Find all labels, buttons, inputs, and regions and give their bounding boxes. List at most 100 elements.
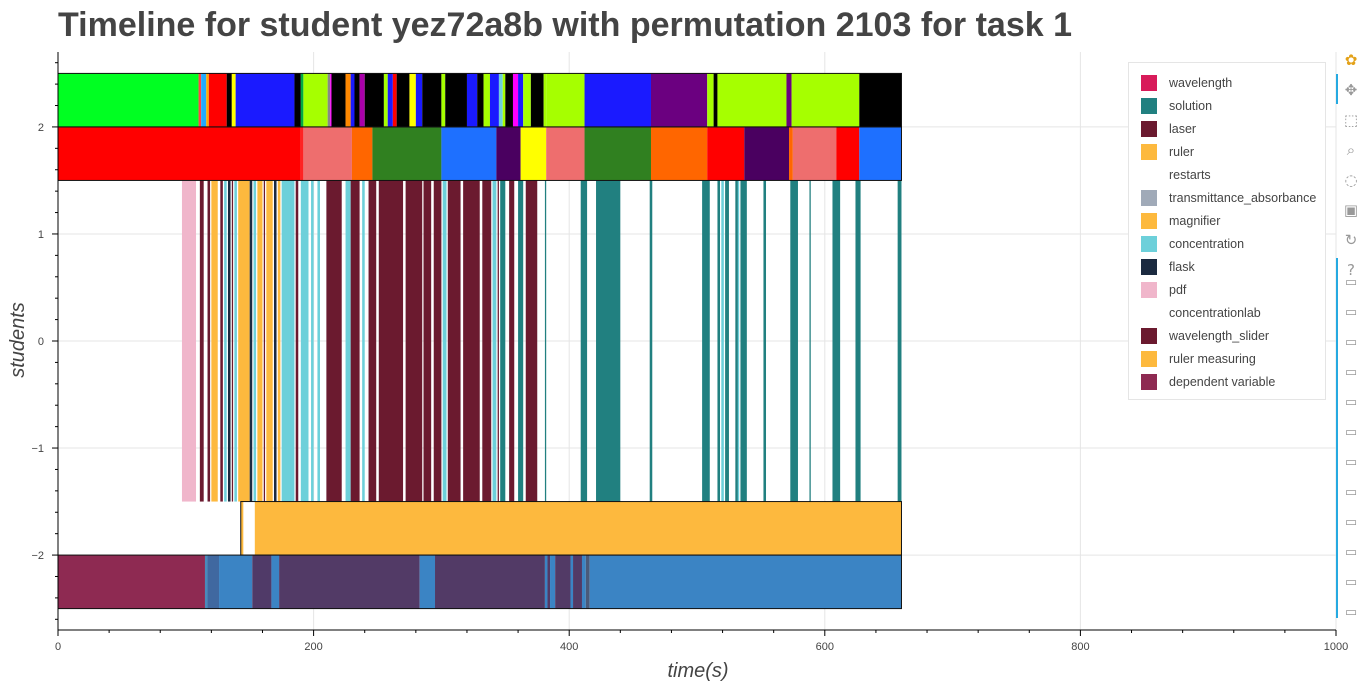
hover-icon[interactable]: ▭ xyxy=(1344,364,1358,380)
segment-r2-36[interactable] xyxy=(497,180,499,502)
segment-r2-35[interactable] xyxy=(492,180,497,502)
segment-r1-9[interactable] xyxy=(584,126,651,181)
segment-r2-11[interactable] xyxy=(253,180,257,502)
legend-item-9[interactable]: pdf xyxy=(1129,278,1325,301)
segment-r1-8[interactable] xyxy=(546,126,585,181)
segment-r0-8[interactable] xyxy=(294,73,301,127)
segment-r2-49[interactable] xyxy=(735,180,738,502)
segment-r0-36[interactable] xyxy=(518,73,524,127)
segment-r2-54[interactable] xyxy=(809,180,811,502)
segment-r0-28[interactable] xyxy=(466,73,478,127)
segment-r0-46[interactable] xyxy=(786,73,792,127)
segment-r2-30[interactable] xyxy=(433,180,442,502)
segment-r2-46[interactable] xyxy=(717,180,721,502)
segment-r2-56[interactable] xyxy=(855,180,861,502)
segment-r0-17[interactable] xyxy=(359,73,365,127)
segment-r0-33[interactable] xyxy=(502,73,506,127)
segment-r1-4[interactable] xyxy=(372,126,442,181)
segment-r4-11[interactable] xyxy=(550,555,556,609)
segment-r0-2[interactable] xyxy=(201,73,207,127)
segment-r2-52[interactable] xyxy=(763,180,767,502)
segment-r4-12[interactable] xyxy=(555,555,571,609)
segment-r0-6[interactable] xyxy=(231,73,236,127)
segment-r0-15[interactable] xyxy=(350,73,355,127)
segment-r2-24[interactable] xyxy=(350,180,360,502)
hover-icon[interactable]: ▭ xyxy=(1344,394,1358,410)
segment-r0-45[interactable] xyxy=(717,73,787,127)
legend-item-6[interactable]: magnifier xyxy=(1129,209,1325,232)
segment-r2-44[interactable] xyxy=(649,180,653,502)
hover-icon[interactable]: ▭ xyxy=(1344,304,1358,320)
segment-r0-24[interactable] xyxy=(415,73,423,127)
segment-r1-13[interactable] xyxy=(789,126,793,181)
segment-r2-9[interactable] xyxy=(238,180,250,502)
segment-r0-16[interactable] xyxy=(354,73,360,127)
segment-r2-38[interactable] xyxy=(509,180,515,502)
segment-r2-41[interactable] xyxy=(544,180,547,502)
segment-r2-22[interactable] xyxy=(326,180,342,502)
legend-item-3[interactable]: ruler xyxy=(1129,140,1325,163)
segment-r0-13[interactable] xyxy=(331,73,346,127)
segment-r2-31[interactable] xyxy=(442,180,447,502)
segment-r2-7[interactable] xyxy=(231,180,234,502)
segment-r0-7[interactable] xyxy=(235,73,295,127)
segment-r1-11[interactable] xyxy=(707,126,745,181)
segment-r4-14[interactable] xyxy=(573,555,582,609)
segment-r0-37[interactable] xyxy=(523,73,531,127)
segment-r2-23[interactable] xyxy=(345,180,351,502)
hover-icon[interactable]: ▭ xyxy=(1344,454,1358,470)
segment-r0-9[interactable] xyxy=(300,73,304,127)
segment-r0-27[interactable] xyxy=(445,73,467,127)
segment-r2-28[interactable] xyxy=(405,180,423,502)
segment-r3-0[interactable] xyxy=(240,501,244,556)
segment-r2-50[interactable] xyxy=(737,180,740,502)
segment-r4-7[interactable] xyxy=(419,555,436,609)
segment-r2-14[interactable] xyxy=(266,180,273,502)
reset-icon[interactable]: ↻ xyxy=(1344,231,1358,249)
segment-r0-22[interactable] xyxy=(396,73,410,127)
segment-r0-0[interactable] xyxy=(58,73,199,127)
hover-icon[interactable]: ▭ xyxy=(1344,334,1358,350)
segment-r4-2[interactable] xyxy=(207,555,220,609)
legend-item-10[interactable]: concentrationlab xyxy=(1129,301,1325,324)
legend-item-12[interactable]: ruler measuring xyxy=(1129,347,1325,370)
segment-r2-43[interactable] xyxy=(596,180,621,502)
segment-r0-38[interactable] xyxy=(530,73,544,127)
segment-r1-5[interactable] xyxy=(441,126,497,181)
pan-icon[interactable]: ✥ xyxy=(1344,81,1358,99)
segment-r2-48[interactable] xyxy=(725,180,729,502)
hover-icon[interactable]: ▭ xyxy=(1344,574,1358,590)
segment-r0-11[interactable] xyxy=(327,73,331,127)
segment-r2-53[interactable] xyxy=(790,180,798,502)
segment-r2-18[interactable] xyxy=(295,180,299,502)
segment-r4-0[interactable] xyxy=(58,555,205,609)
segment-r0-19[interactable] xyxy=(383,73,388,127)
segment-r2-3[interactable] xyxy=(211,180,218,502)
segment-r0-5[interactable] xyxy=(226,73,232,127)
segment-r2-39[interactable] xyxy=(518,180,524,502)
segment-r1-14[interactable] xyxy=(792,126,837,181)
segment-r0-30[interactable] xyxy=(483,73,490,127)
segment-r4-3[interactable] xyxy=(219,555,253,609)
legend-item-0[interactable]: wavelength xyxy=(1129,71,1325,94)
lasso-select-icon[interactable]: ◌ xyxy=(1344,171,1358,189)
segment-r2-27[interactable] xyxy=(378,180,404,502)
segment-r2-19[interactable] xyxy=(300,180,309,502)
legend-item-5[interactable]: transmittance_absorbance xyxy=(1129,186,1325,209)
segment-r4-1[interactable] xyxy=(204,555,208,609)
segment-r2-2[interactable] xyxy=(207,180,211,502)
hover-icon[interactable]: ▭ xyxy=(1344,514,1358,530)
segment-r2-33[interactable] xyxy=(463,180,480,502)
segment-r0-41[interactable] xyxy=(584,73,651,127)
segment-r0-43[interactable] xyxy=(707,73,714,127)
segment-r2-47[interactable] xyxy=(721,180,724,502)
segment-r4-15[interactable] xyxy=(581,555,586,609)
segment-r1-12[interactable] xyxy=(744,126,790,181)
segment-r3-1[interactable] xyxy=(254,501,902,556)
segment-r2-1[interactable] xyxy=(199,180,204,502)
segment-r4-4[interactable] xyxy=(252,555,272,609)
segment-r2-29[interactable] xyxy=(423,180,432,502)
segment-r0-35[interactable] xyxy=(512,73,519,127)
hover-icon[interactable]: ▭ xyxy=(1344,604,1358,620)
